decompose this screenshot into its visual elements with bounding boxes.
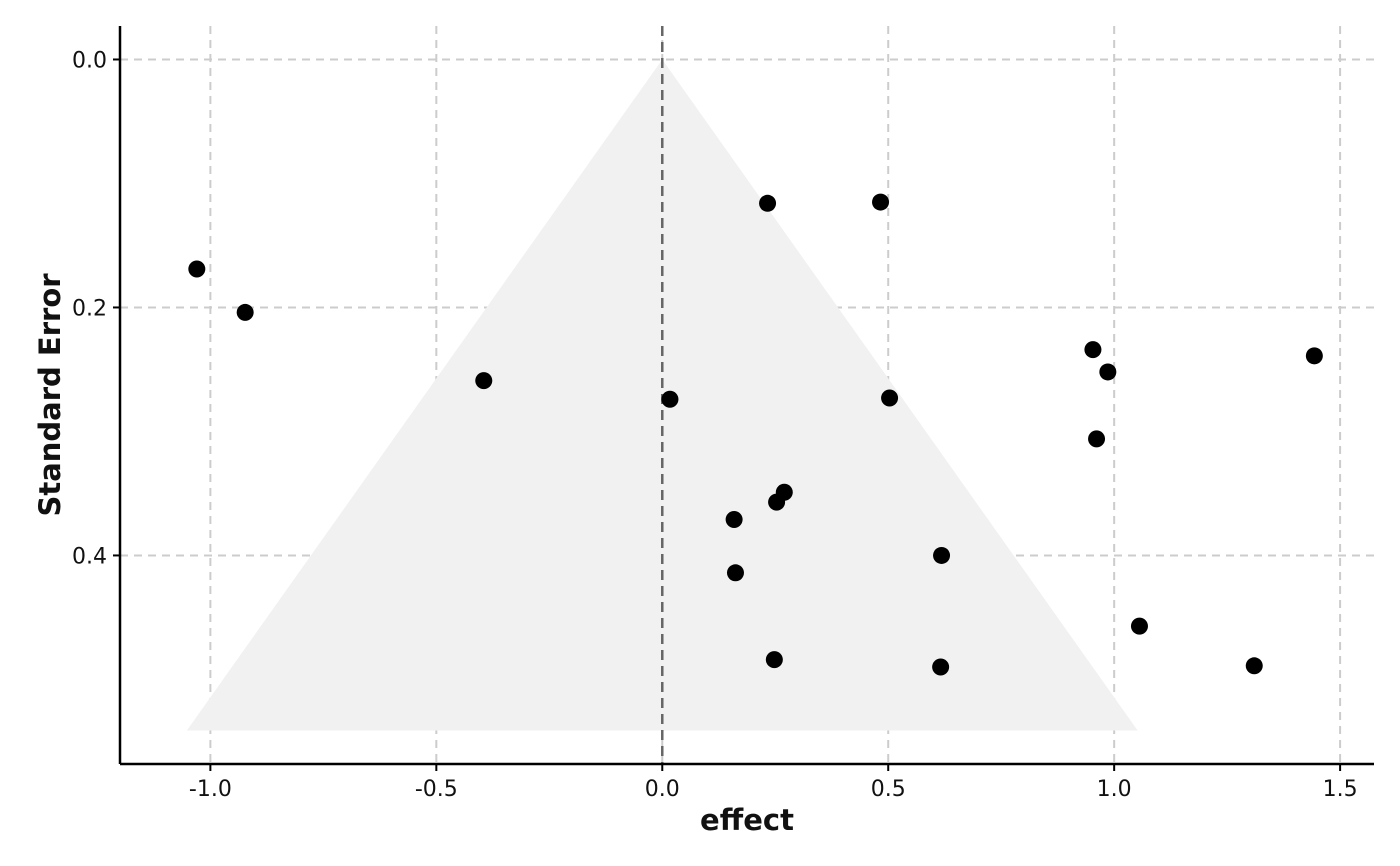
axes xyxy=(118,26,1374,766)
data-point-1 xyxy=(236,303,254,321)
data-point-10 xyxy=(726,564,744,582)
x-tick-label-0: -1.0 xyxy=(189,777,232,802)
data-point-7 xyxy=(725,510,743,528)
data-point-5 xyxy=(872,193,890,211)
y-axis-title: Standard Error xyxy=(33,273,67,517)
data-point-12 xyxy=(765,651,783,669)
data-point-15 xyxy=(1099,363,1117,381)
x-tick-label-1: -0.5 xyxy=(415,777,458,802)
data-point-0 xyxy=(188,260,206,278)
data-point-16 xyxy=(1088,430,1106,448)
data-point-2 xyxy=(475,372,493,390)
data-point-17 xyxy=(1305,347,1323,365)
data-point-3 xyxy=(661,390,679,408)
data-point-14 xyxy=(1084,341,1102,359)
y-tick-label-2: 0.4 xyxy=(72,544,107,569)
data-points xyxy=(188,193,1323,676)
y-tick-label-0: 0.0 xyxy=(72,48,107,73)
data-point-19 xyxy=(1245,657,1263,675)
data-point-9 xyxy=(775,483,793,501)
x-tick-label-3: 0.5 xyxy=(871,777,906,802)
data-point-6 xyxy=(881,389,899,407)
x-tick-label-2: 0.0 xyxy=(645,777,680,802)
x-axis-title: effect xyxy=(700,803,794,837)
data-point-4 xyxy=(759,194,777,212)
x-tick-label-4: 1.0 xyxy=(1097,777,1132,802)
x-tick-label-5: 1.5 xyxy=(1323,777,1358,802)
y-axis-ticks: 0.0 0.2 0.4 xyxy=(72,48,120,569)
y-tick-label-1: 0.2 xyxy=(72,296,107,321)
data-point-18 xyxy=(1130,617,1148,635)
x-axis-ticks: -1.0 -0.5 0.0 0.5 1.0 1.5 xyxy=(189,764,1358,802)
data-point-11 xyxy=(933,546,951,564)
data-point-13 xyxy=(932,658,950,676)
